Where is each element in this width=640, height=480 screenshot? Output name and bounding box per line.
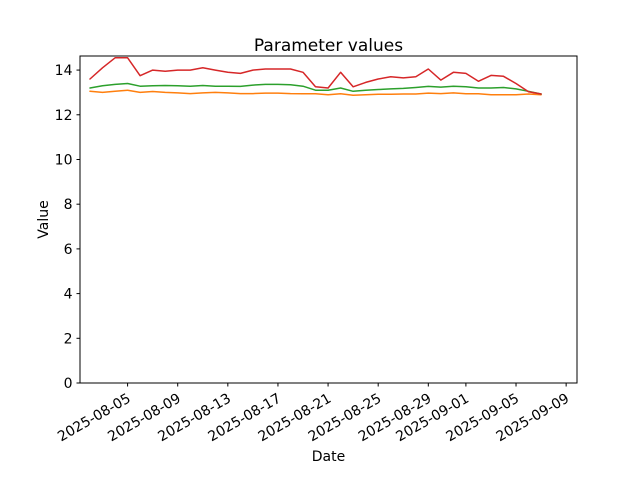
series-lines — [89, 57, 542, 97]
y-tick-label: 4 — [64, 287, 73, 303]
axis-ticks: 024681012142025-08-052025-08-092025-08-1… — [55, 63, 572, 445]
y-tick-label: 14 — [55, 63, 73, 79]
series-line-green — [89, 82, 542, 95]
y-tick-label: 8 — [64, 197, 73, 213]
y-axis-label: Value — [36, 200, 52, 238]
y-tick-label: 12 — [55, 108, 73, 124]
chart-title: Parameter values — [254, 36, 403, 56]
y-tick-label: 2 — [64, 331, 73, 347]
y-tick-label: 6 — [64, 242, 73, 258]
y-tick-label: 10 — [55, 152, 73, 168]
x-axis-label: Date — [312, 449, 345, 465]
y-tick-label: 0 — [64, 376, 73, 392]
series-line-red — [89, 57, 542, 95]
axes-frame — [79, 55, 578, 384]
series-line-orange — [89, 89, 542, 97]
